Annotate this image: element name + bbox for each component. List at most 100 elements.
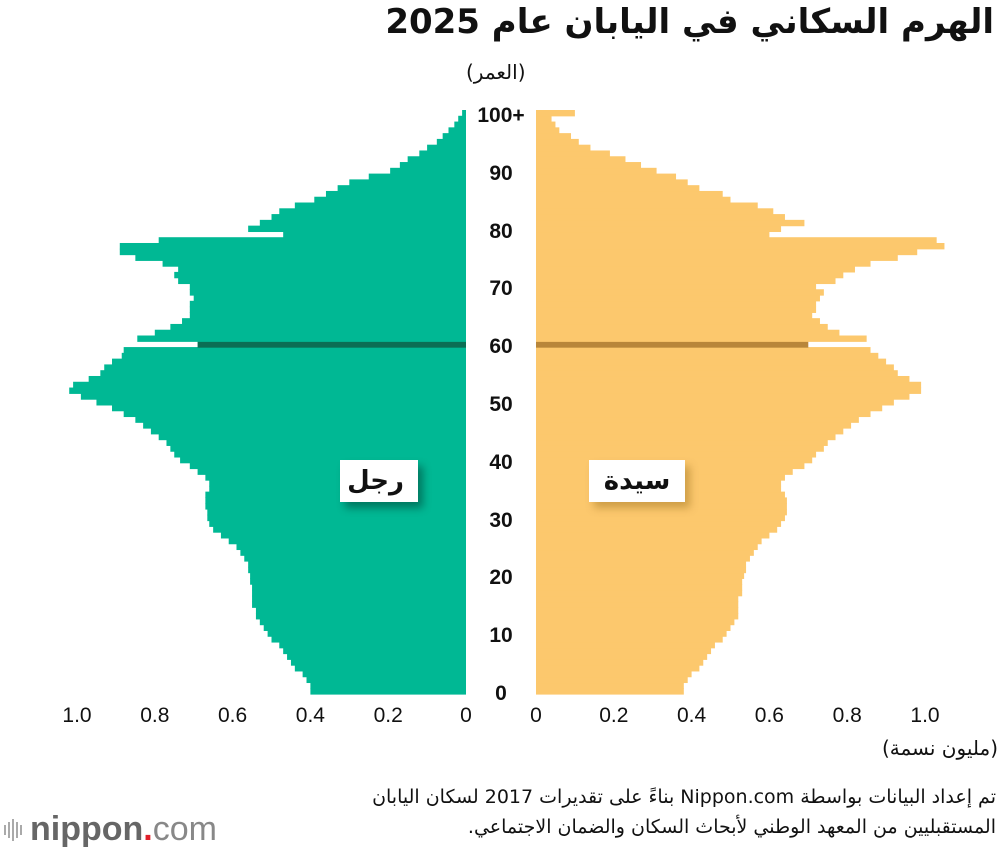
female-bar-age-21 xyxy=(536,566,747,574)
male-x-tick-label: 1.0 xyxy=(62,704,92,727)
male-bar-age-4 xyxy=(294,665,466,672)
male-bar-age-57 xyxy=(112,358,466,366)
male-bar-age-10 xyxy=(267,630,466,637)
male-bar-age-30 xyxy=(207,514,467,522)
male-bar-age-16 xyxy=(252,595,466,603)
female-bar-age-72 xyxy=(536,271,844,279)
female-bar-age-51 xyxy=(536,393,910,400)
male-bar-age-87 xyxy=(337,185,466,192)
sound-bars-icon xyxy=(4,818,22,841)
female-bar-age-62 xyxy=(536,329,840,337)
male-bar-age-18 xyxy=(252,584,466,591)
female-bar-age-6 xyxy=(536,653,708,660)
male-bar-age-42 xyxy=(170,445,467,452)
male-bar-age-89 xyxy=(368,173,466,180)
female-bar-age-90 xyxy=(536,167,657,175)
nippon-logo[interactable]: nippon. com xyxy=(4,810,217,849)
male-bar-age-79 xyxy=(283,231,466,238)
male-bar-age-35 xyxy=(209,485,466,493)
female-bar-age-61 xyxy=(536,335,867,342)
female-bar-age-4 xyxy=(536,665,700,672)
legend-female: سيدة xyxy=(589,460,685,502)
male-bar-age-55 xyxy=(100,370,466,377)
female-bar-age-88 xyxy=(536,179,688,186)
male-bar-age-86 xyxy=(325,190,466,198)
male-bar-age-22 xyxy=(248,561,466,568)
female-bar-age-20 xyxy=(536,572,745,579)
male-bar-age-59 xyxy=(123,347,467,354)
female-bar-age-60 xyxy=(536,341,809,348)
male-bar-age-71 xyxy=(178,277,466,285)
logo-brand: nippon xyxy=(30,810,144,848)
male-bar-age-51 xyxy=(80,393,466,400)
male-bar-age-38 xyxy=(197,468,466,475)
male-bar-age-34 xyxy=(205,491,466,498)
male-bar-age-72 xyxy=(174,271,466,279)
male-bar-age-37 xyxy=(205,474,466,481)
male-bar-age-81 xyxy=(259,219,466,227)
female-bar-age-32 xyxy=(536,503,787,510)
female-bar-age-13 xyxy=(536,613,739,620)
male-x-tick-label: 0 xyxy=(460,704,472,727)
female-bar-age-19 xyxy=(536,578,743,585)
male-x-tick-label: 0.6 xyxy=(217,704,248,727)
female-bar-age-94 xyxy=(536,144,591,152)
female-x-tick-label: 0.4 xyxy=(676,704,707,727)
male-bar-age-8 xyxy=(279,641,466,649)
male-bar-age-19 xyxy=(250,578,467,585)
female-x-tick-label: 0.6 xyxy=(754,704,784,727)
female-bar-age-97 xyxy=(536,127,560,134)
female-bar-age-3 xyxy=(536,670,692,678)
female-bar-age-68 xyxy=(536,295,820,302)
female-bar-age-11 xyxy=(536,624,731,631)
female-bar-age-64 xyxy=(536,318,820,325)
source-line-2: المستقبليين من المعهد الوطني لأبحاث السك… xyxy=(467,816,996,838)
female-bar-age-74 xyxy=(536,260,871,267)
male-bar-age-61 xyxy=(137,335,466,342)
female-bar-age-23 xyxy=(536,555,750,562)
female-bar-age-41 xyxy=(536,451,817,458)
male-bar-age-93 xyxy=(419,150,466,157)
male-bar-age-100 xyxy=(462,110,466,117)
female-bar-age-71 xyxy=(536,277,836,285)
male-bar-age-17 xyxy=(252,589,466,597)
female-bar-age-22 xyxy=(536,561,747,568)
male-bar-age-1 xyxy=(310,682,466,689)
male-bar-age-82 xyxy=(271,214,466,221)
female-bar-age-89 xyxy=(536,173,677,180)
x-axis-unit: (مليون نسمة) xyxy=(881,736,998,760)
female-bar-age-50 xyxy=(536,399,894,406)
female-bar-age-82 xyxy=(536,214,785,221)
source-line-1: تم إعداد البيانات بواسطة Nippon.com بناء… xyxy=(372,786,996,808)
male-bar-age-11 xyxy=(263,624,466,631)
female-bar-age-77 xyxy=(536,242,945,250)
female-bar-age-99 xyxy=(536,115,552,123)
male-bar-age-44 xyxy=(158,433,466,441)
age-tick-label: 60 xyxy=(489,335,513,359)
female-bar-age-81 xyxy=(536,219,805,227)
age-tick-label: 10 xyxy=(489,624,513,648)
source-note: تم إعداد البيانات بواسطة Nippon.com بناء… xyxy=(236,782,996,842)
age-tick-label: 20 xyxy=(489,566,513,590)
male-bar-age-73 xyxy=(178,266,466,273)
female-bar-age-46 xyxy=(536,422,852,429)
age-tick-label: 30 xyxy=(489,508,513,532)
male-bar-age-80 xyxy=(248,225,466,233)
male-bar-age-53 xyxy=(73,381,467,389)
female-bar-age-48 xyxy=(536,410,871,418)
female-bar-age-54 xyxy=(536,375,910,383)
male-bar-age-39 xyxy=(189,462,466,470)
male-bar-age-94 xyxy=(427,144,466,152)
male-bar-age-21 xyxy=(248,566,466,574)
male-bar-age-97 xyxy=(448,127,466,134)
female-bar-age-58 xyxy=(536,352,879,360)
legend-male: رجل xyxy=(340,460,418,502)
male-bar-age-46 xyxy=(143,422,466,429)
male-bar-age-69 xyxy=(189,289,466,296)
female-bar-age-78 xyxy=(536,237,937,244)
male-bar-age-40 xyxy=(180,456,467,464)
male-bar-age-83 xyxy=(279,208,466,215)
female-bar-age-84 xyxy=(536,202,758,209)
female-bar-age-56 xyxy=(536,364,894,371)
female-bar-age-28 xyxy=(536,526,778,533)
